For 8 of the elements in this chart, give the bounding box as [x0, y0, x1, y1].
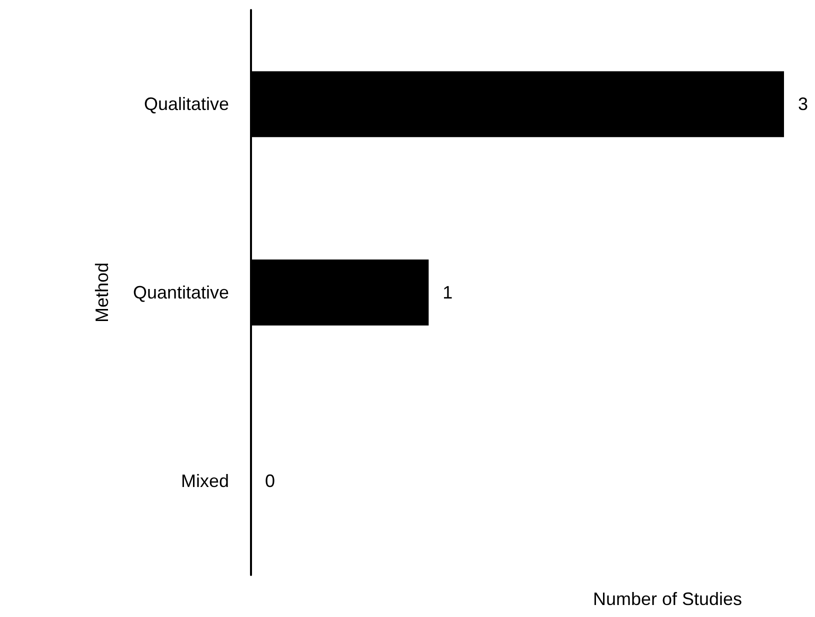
x-axis-title: Number of Studies — [592, 589, 742, 609]
data-label: 3 — [798, 94, 808, 114]
y-tick-label: Mixed — [180, 470, 229, 491]
data-label: 0 — [265, 470, 276, 491]
y-tick-label: Qualitative — [144, 94, 229, 114]
y-tick-label: Quantitative — [132, 282, 229, 302]
data-label: 1 — [442, 282, 453, 302]
y-axis-title: Method — [92, 262, 112, 323]
